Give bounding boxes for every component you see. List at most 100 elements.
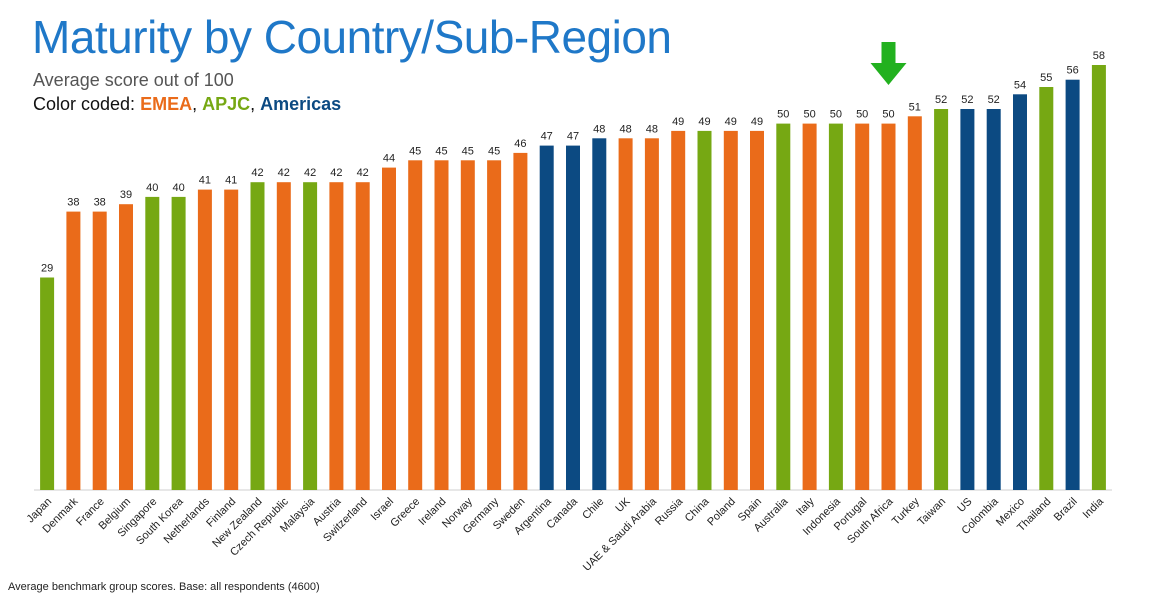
bar-argentina: [539, 145, 554, 490]
bar-germany: [487, 160, 502, 491]
value-label-portugal: 50: [856, 109, 868, 121]
bar-italy: [802, 123, 817, 490]
bar-czech-republic: [276, 182, 291, 490]
bar-china: [697, 130, 712, 490]
value-label-switzerland: 42: [357, 167, 369, 179]
value-label-us: 52: [961, 94, 973, 106]
bar-malaysia: [303, 182, 318, 490]
tick-label-chile: Chile: [580, 496, 606, 522]
bar-south-africa: [881, 123, 896, 490]
bar-indonesia: [828, 123, 843, 490]
value-label-india: 58: [1093, 50, 1105, 62]
tick-label-taiwan: Taiwan: [916, 496, 949, 529]
tick-label-poland: Poland: [705, 496, 738, 529]
value-label-germany: 45: [488, 145, 500, 157]
bar-japan: [40, 277, 55, 490]
bar-mexico: [1013, 94, 1027, 491]
bar-chile: [592, 138, 607, 491]
bar-israel: [382, 167, 396, 490]
legend-item-emea: EMEA: [140, 94, 193, 114]
bar-turkey: [907, 116, 922, 491]
bar-india: [1091, 65, 1106, 490]
bar-france: [92, 211, 107, 490]
value-label-sweden: 46: [514, 138, 526, 150]
bar-new-zealand: [250, 182, 265, 490]
tick-label-india: India: [1081, 495, 1107, 521]
value-label-uae-saudi-arabia: 48: [646, 123, 658, 135]
value-label-finland: 41: [225, 175, 237, 187]
value-label-china: 49: [698, 116, 710, 128]
value-label-australia: 50: [777, 109, 789, 121]
tick-label-uk: UK: [613, 495, 633, 515]
value-label-netherlands: 41: [199, 175, 211, 187]
legend-item-americas: Americas: [260, 94, 342, 114]
footnote: Average benchmark group scores. Base: al…: [8, 581, 320, 593]
value-label-belgium: 39: [120, 189, 132, 201]
bar-switzerland: [355, 182, 370, 490]
value-label-austria: 42: [330, 167, 342, 179]
bar-russia: [671, 130, 686, 490]
tick-label-brazil: Brazil: [1052, 496, 1080, 524]
legend: Color coded: EMEA, APJC, Americas: [33, 94, 341, 115]
bar-uae-saudi-arabia: [644, 138, 659, 491]
legend-separator: ,: [192, 94, 203, 114]
value-label-poland: 49: [725, 116, 737, 128]
value-label-russia: 49: [672, 116, 684, 128]
value-label-singapore: 40: [146, 182, 158, 194]
bar-south-korea: [171, 196, 186, 490]
value-label-brazil: 56: [1066, 65, 1078, 77]
value-label-indonesia: 50: [830, 109, 842, 121]
tick-label-italy: Italy: [794, 495, 817, 518]
value-label-uk: 48: [619, 123, 631, 135]
down-arrow-shape: [870, 42, 907, 85]
bar-greece: [408, 160, 423, 491]
bar-poland: [723, 130, 738, 490]
bar-thailand: [1039, 87, 1054, 490]
chart-title: Maturity by Country/Sub-Region: [32, 11, 672, 63]
legend-prefix: Color coded:: [33, 94, 141, 114]
value-label-greece: 45: [409, 145, 421, 157]
bar-netherlands: [197, 189, 212, 490]
value-label-denmark: 38: [67, 197, 79, 209]
bar-belgium: [119, 204, 133, 490]
chart-subtitle: Average score out of 100: [33, 70, 234, 90]
bar-singapore: [145, 196, 160, 490]
value-label-colombia: 52: [988, 94, 1000, 106]
tick-label-russia: Russia: [653, 495, 686, 528]
bar-us: [960, 109, 975, 490]
value-label-spain: 49: [751, 116, 763, 128]
bar-colombia: [986, 109, 1001, 490]
value-label-thailand: 55: [1040, 72, 1052, 84]
value-label-france: 38: [94, 197, 106, 209]
legend-separator: ,: [250, 94, 261, 114]
bar-norway: [460, 160, 475, 491]
value-label-mexico: 54: [1014, 79, 1026, 91]
value-label-czech-republic: 42: [278, 167, 290, 179]
value-label-israel: 44: [383, 153, 395, 165]
bar-canada: [566, 145, 580, 490]
bar-australia: [776, 123, 791, 490]
value-label-ireland: 45: [435, 145, 447, 157]
highlight-arrow-icon: [870, 42, 907, 85]
bar-portugal: [855, 123, 870, 490]
bar-uk: [618, 138, 633, 491]
value-label-south-korea: 40: [172, 182, 184, 194]
value-label-canada: 47: [567, 131, 579, 143]
value-label-japan: 29: [41, 263, 53, 275]
legend-item-apjc: APJC: [202, 94, 251, 114]
bar-brazil: [1065, 79, 1080, 490]
value-label-new-zealand: 42: [251, 167, 263, 179]
value-label-italy: 50: [803, 109, 815, 121]
value-label-argentina: 47: [541, 131, 553, 143]
bar-taiwan: [934, 109, 949, 490]
value-label-turkey: 51: [909, 101, 921, 113]
bar-sweden: [513, 152, 528, 490]
value-label-malaysia: 42: [304, 167, 316, 179]
bar-finland: [224, 189, 239, 490]
bar-ireland: [434, 160, 449, 491]
bar-austria: [329, 182, 344, 490]
value-label-chile: 48: [593, 123, 605, 135]
bar-denmark: [66, 211, 81, 490]
bar-spain: [750, 130, 764, 490]
